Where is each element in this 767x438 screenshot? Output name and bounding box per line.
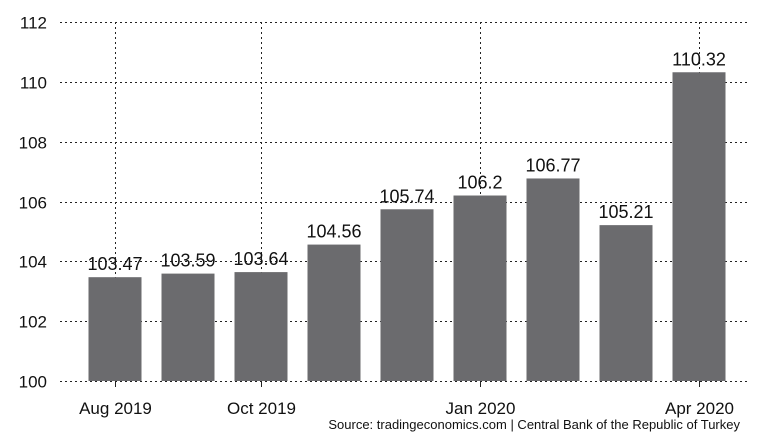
data-label: 103.59: [160, 251, 215, 271]
source-note: Source: tradingeconomics.com | Central B…: [328, 417, 740, 432]
data-label: 104.56: [306, 222, 361, 242]
data-label: 106.2: [457, 173, 502, 193]
x-axis: Aug 2019 Oct 2019 Jan 2020 Apr 2020: [79, 381, 734, 418]
data-label: 105.74: [379, 186, 434, 206]
bars: [88, 72, 726, 381]
y-tick-label: 108: [19, 134, 47, 153]
bar: [453, 195, 507, 381]
y-tick-label: 102: [19, 313, 47, 332]
y-tick-label: 110: [20, 74, 47, 93]
bar: [672, 72, 726, 381]
y-tick-label: 106: [19, 194, 47, 213]
bar: [526, 178, 580, 381]
bar: [380, 209, 434, 381]
y-tick-label: 112: [20, 14, 47, 33]
data-label: 106.77: [525, 155, 580, 175]
x-tick-label: Apr 2020: [665, 399, 734, 418]
x-tick-label: Jan 2020: [446, 399, 516, 418]
data-labels: 103.47 103.59 103.64 104.56 105.74 106.2 106.7…: [87, 49, 725, 274]
y-axis: 100 102 104 106 108 110 112: [19, 14, 47, 392]
data-label: 105.21: [598, 202, 653, 222]
bar: [234, 272, 288, 381]
x-tick-label: Aug 2019: [79, 399, 152, 418]
data-label: 103.47: [87, 254, 142, 274]
bar: [88, 277, 142, 381]
y-tick-label: 104: [19, 253, 47, 272]
data-label: 110.32: [672, 49, 726, 69]
y-tick-label: 100: [19, 373, 47, 392]
bar: [307, 244, 361, 381]
bar: [599, 225, 653, 381]
x-tick-label: Oct 2019: [227, 399, 296, 418]
data-label: 103.64: [233, 249, 288, 269]
bar: [161, 273, 215, 381]
